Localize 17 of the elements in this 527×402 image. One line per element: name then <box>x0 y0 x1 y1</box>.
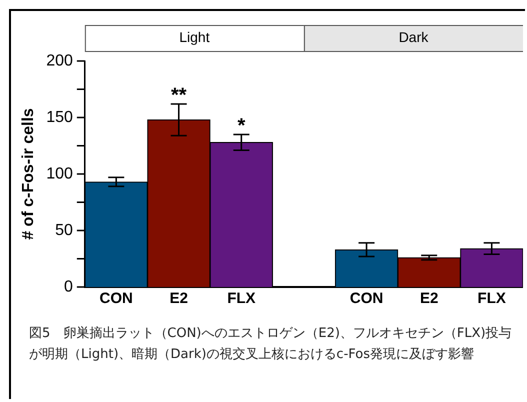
x-tick-label: FLX <box>478 290 506 308</box>
x-tick-label: E2 <box>420 290 438 308</box>
x-tick-label: E2 <box>170 290 188 308</box>
text: Light <box>179 28 210 45</box>
y-tick-label: 0 <box>64 278 73 296</box>
annotation: ** <box>170 84 187 106</box>
x-tick-label: FLX <box>227 290 256 308</box>
text: Dark <box>398 28 430 45</box>
y-axis-title: # of c-Fos-ir cells <box>20 108 38 240</box>
annotation: * <box>237 114 246 137</box>
y-tick-label: 50 <box>55 222 73 239</box>
caption: 図5 卵巣摘出ラット（CON)へのエストロゲン（E2)、フルオキセチン（FLX)投与が明期（Light)、暗期（Dark)の視交叉上核におけるc-Fos発現に及ぼす影響 <box>28 325 513 364</box>
x-tick-label: CON <box>100 290 133 308</box>
x-tick-label: CON <box>350 290 384 308</box>
y-tick-label: 150 <box>46 108 73 126</box>
y-tick-label: 100 <box>46 165 73 182</box>
y-tick-label: 200 <box>46 52 73 70</box>
